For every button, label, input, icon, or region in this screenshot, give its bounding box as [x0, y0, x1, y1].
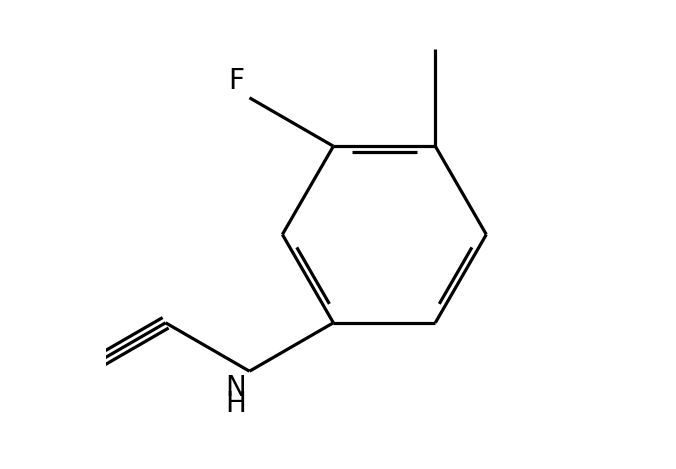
Text: F: F: [228, 68, 244, 96]
Text: H: H: [225, 390, 246, 418]
Text: N: N: [225, 373, 246, 401]
